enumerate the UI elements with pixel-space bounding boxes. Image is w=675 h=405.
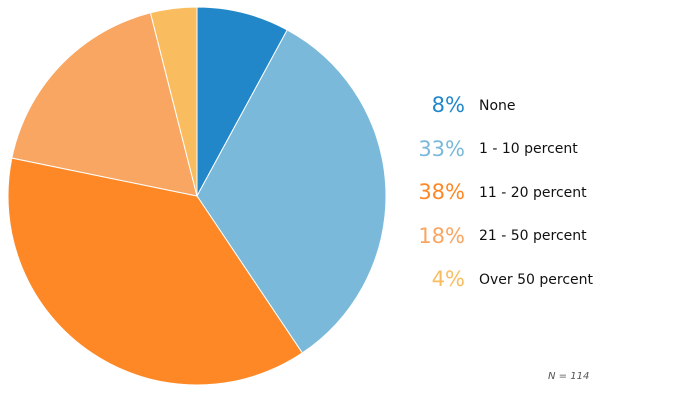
legend-percent-1-10: 33% <box>418 136 465 161</box>
legend-label-over-50: Over 50 percent <box>479 271 594 288</box>
pie-slice-over-50 <box>149 6 198 197</box>
legend-label-11-20: 11 - 20 percent <box>479 184 587 201</box>
legend-label-1-10: 1 - 10 percent <box>479 141 578 158</box>
pie-slice-21-50 <box>11 12 198 197</box>
legend-percent-11-20: 38% <box>418 180 465 205</box>
legend-entry-11-20: 38% 11 - 20 percent <box>400 171 640 215</box>
legend-entry-21-50: 18% 21 - 50 percent <box>400 215 640 259</box>
pie-slices <box>7 6 387 386</box>
legend-percent-21-50: 18% <box>418 223 465 248</box>
pie-slice-none <box>196 6 288 197</box>
legend-percent-over-50: 4% <box>431 267 465 292</box>
legend-entry-none: 8% None <box>400 84 640 128</box>
legend-entry-1-10: 33% 1 - 10 percent <box>400 128 640 172</box>
legend-percent-none: 8% <box>431 93 465 118</box>
legend-entry-over-50: 4% Over 50 percent <box>400 258 640 302</box>
pie-slice-1-10 <box>196 29 387 354</box>
legend: 8% None 33% 1 - 10 percent 38% 11 - 20 p… <box>400 84 640 302</box>
legend-label-none: None <box>479 97 516 114</box>
sample-size-note: N = 114 <box>548 371 590 382</box>
pie-slice-11-20 <box>7 157 304 386</box>
legend-label-21-50: 21 - 50 percent <box>479 228 587 245</box>
